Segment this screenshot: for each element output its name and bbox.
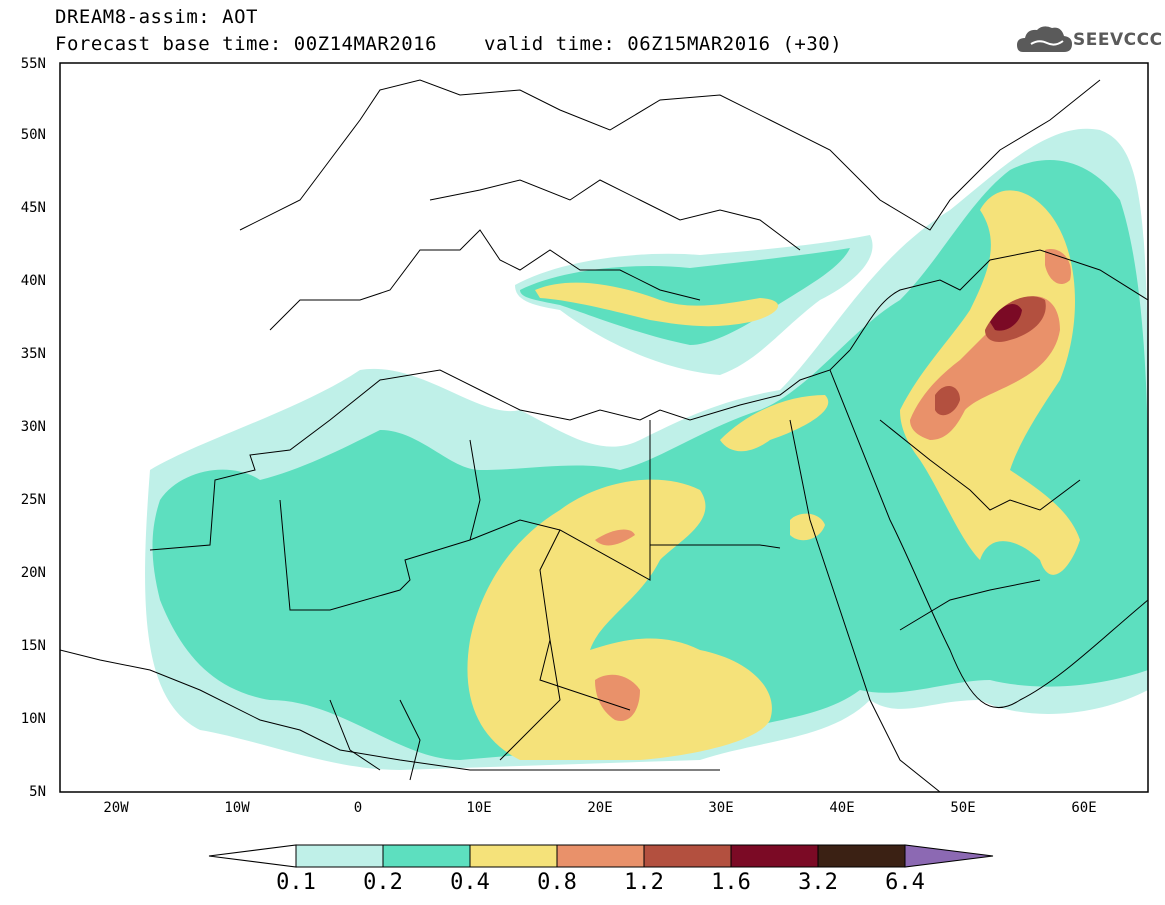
lat-label: 25N	[20, 492, 46, 508]
forecast-base-time: Forecast base time: 00Z14MAR2016	[55, 33, 438, 55]
lat-label: 5N	[29, 784, 46, 800]
valid-time: valid time: 06Z15MAR2016 (+30)	[484, 33, 843, 55]
lon-label: 50E	[950, 800, 976, 816]
lon-label: 40E	[829, 800, 855, 816]
colorbar-arrow-low	[208, 844, 297, 868]
colorbar-label: 0.2	[363, 870, 403, 895]
lon-label: 30E	[708, 800, 734, 816]
logo-text: SEEVCCC	[1073, 30, 1163, 50]
colorbar-swatch	[382, 844, 471, 868]
colorbar-label: 1.2	[624, 870, 664, 895]
lat-label: 45N	[20, 200, 46, 216]
colorbar-label: 3.2	[798, 870, 838, 895]
colorbar-swatch	[469, 844, 558, 868]
lat-label: 20N	[20, 565, 46, 581]
colorbar-arrow-high	[904, 844, 994, 868]
colorbar-swatch	[817, 844, 906, 868]
colorbar-label: 0.8	[537, 870, 577, 895]
lat-label: 30N	[20, 419, 46, 435]
colorbar-label: 0.1	[276, 870, 316, 895]
aot-field	[145, 128, 1148, 771]
lat-label: 35N	[20, 346, 46, 362]
lon-label: 10W	[224, 800, 250, 816]
lon-label: 10E	[466, 800, 492, 816]
lat-label: 10N	[20, 711, 46, 727]
plot-frame	[59, 62, 1149, 793]
lat-label: 50N	[20, 127, 46, 143]
cloud-icon	[1017, 26, 1072, 52]
lat-label: 40N	[20, 273, 46, 289]
aot-band-1-6	[990, 303, 1022, 331]
borders	[60, 79, 1148, 792]
colorbar-swatch	[730, 844, 819, 868]
colorbar-label: 1.6	[711, 870, 751, 895]
colorbar-swatch	[295, 844, 384, 868]
colorbar-label: 6.4	[885, 870, 925, 895]
lat-label: 15N	[20, 638, 46, 654]
lat-label: 55N	[20, 56, 46, 72]
colorbar	[208, 844, 994, 868]
lon-label: 20W	[103, 800, 129, 816]
colorbar-swatch	[643, 844, 732, 868]
map-title: DREAM8-assim: AOT	[55, 6, 258, 28]
colorbar-swatch	[556, 844, 645, 868]
colorbar-label: 0.4	[450, 870, 490, 895]
lon-label: 60E	[1071, 800, 1097, 816]
lon-label: 0	[353, 800, 363, 816]
lon-label: 20E	[587, 800, 613, 816]
